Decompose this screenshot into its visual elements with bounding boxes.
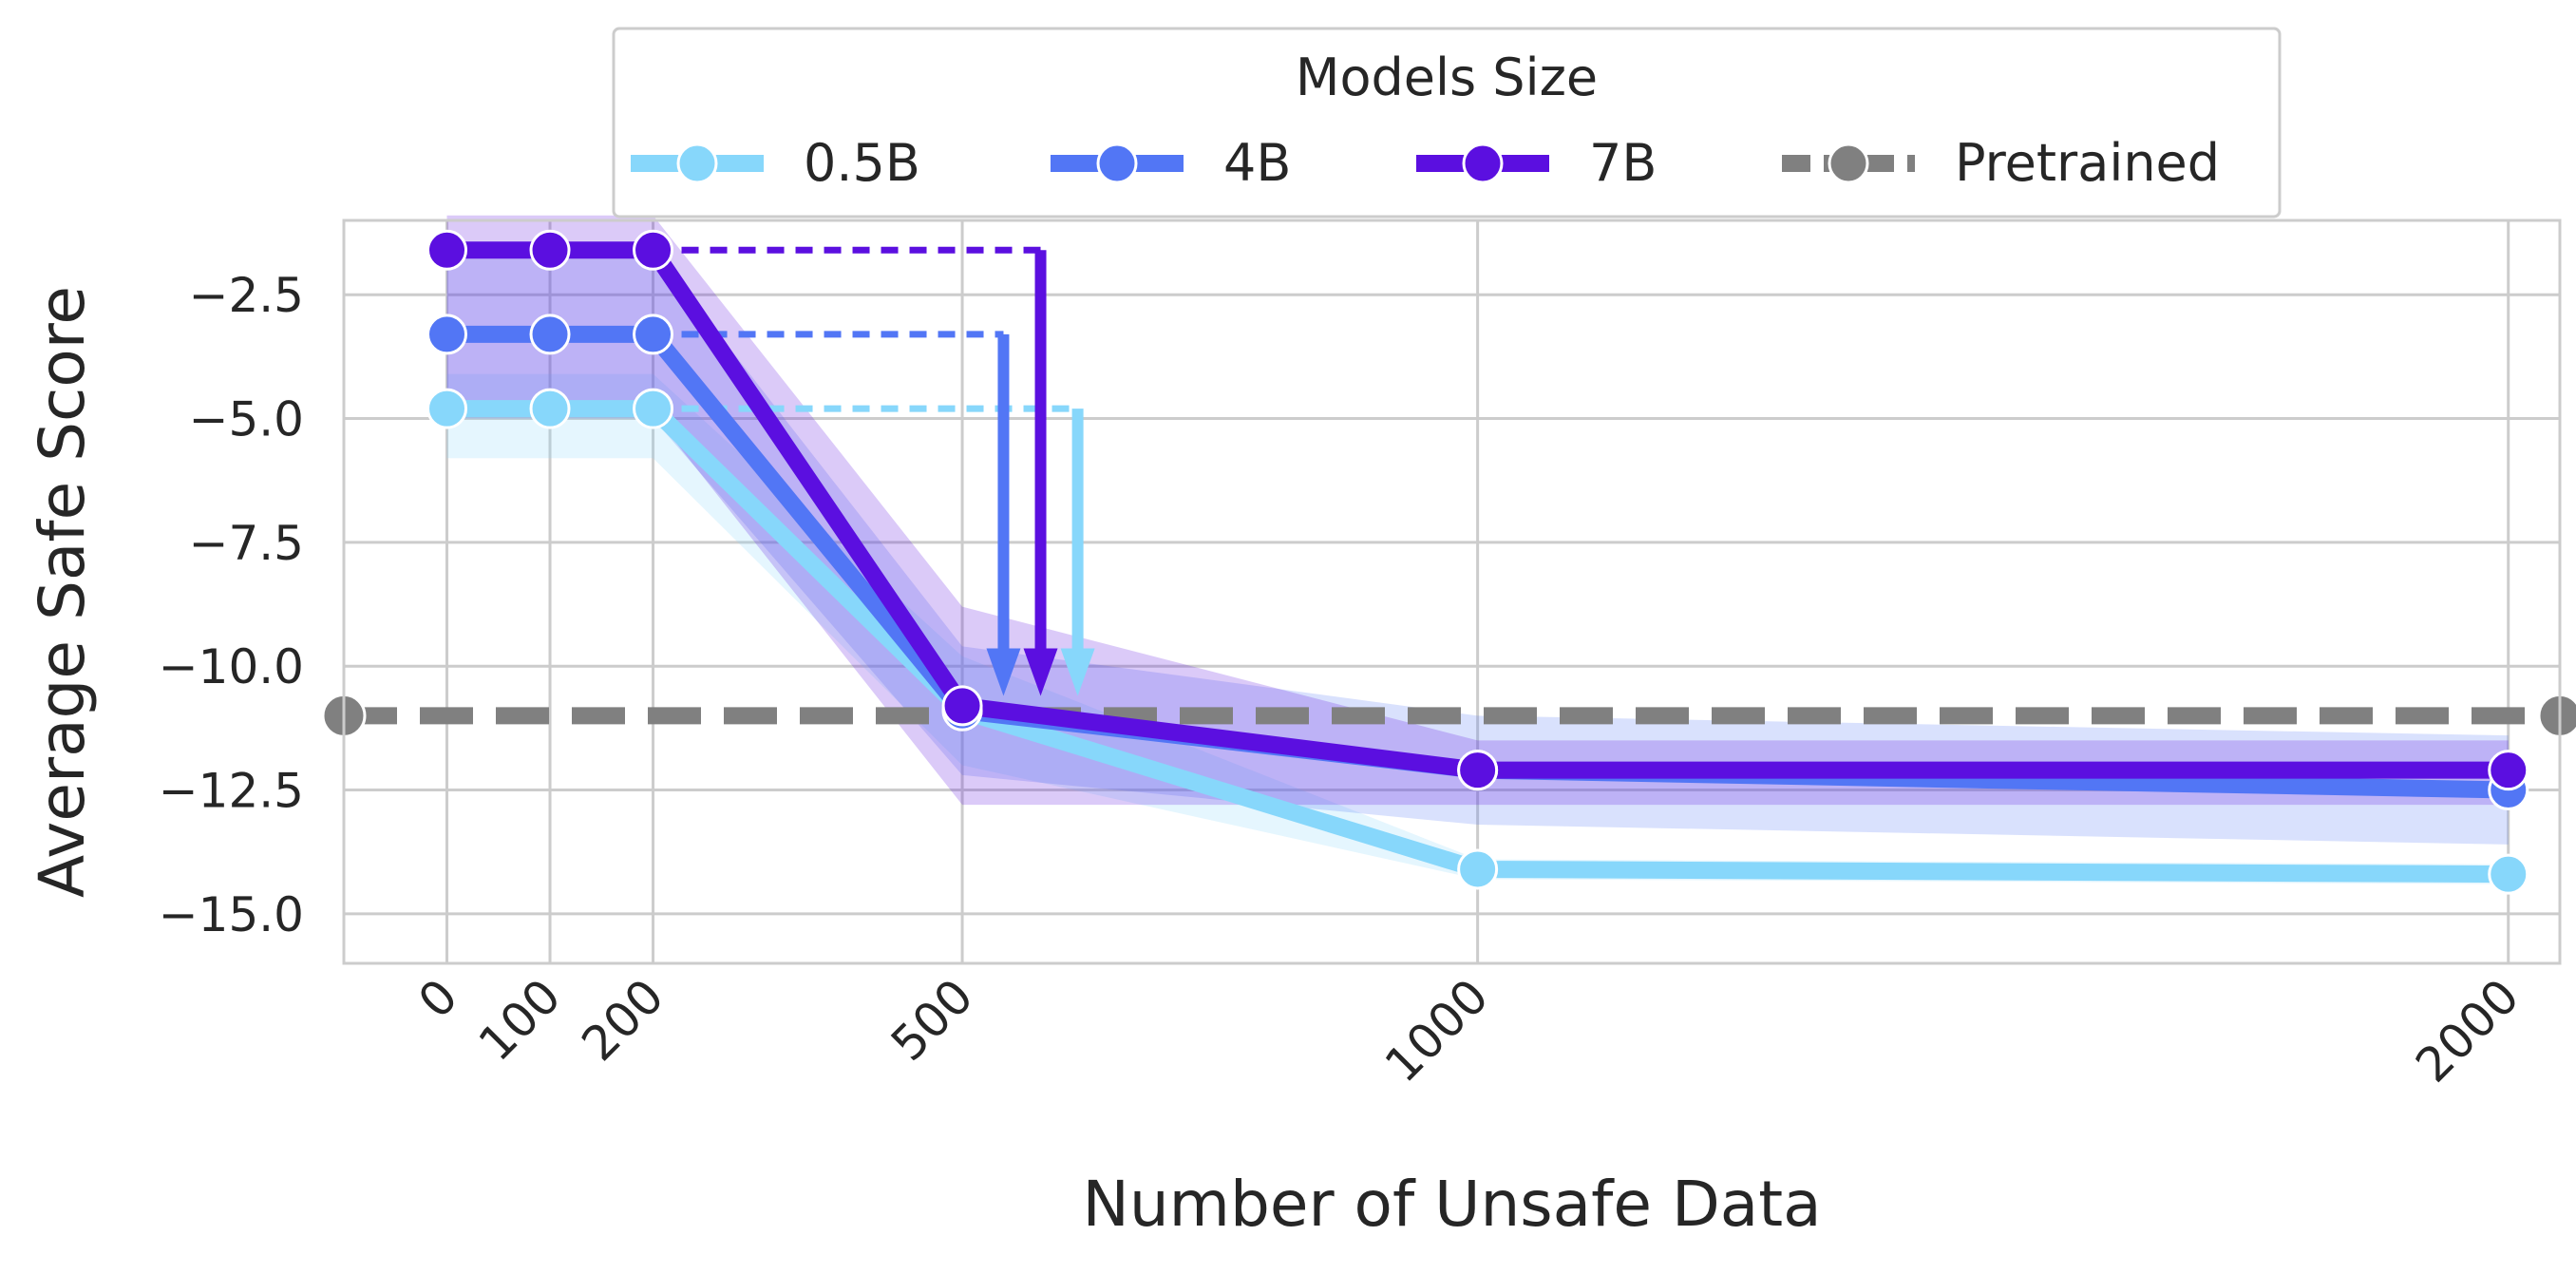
band-7b [446,215,2509,806]
legend: Models Size 0.5B 4B 7B Pretrained [612,27,2282,219]
drop-arrow-head-7b [1023,648,1058,696]
point-0-5b [529,388,571,429]
x-tick-labels: 0 100 200 500 1000 2000 [407,968,2529,1093]
legend-label-0-5b: 0.5B [804,133,920,193]
band-0-5b [446,373,2509,884]
x-tick-label: 1000 [1374,968,1499,1093]
point-7b [2488,750,2529,791]
x-axis-label: Number of Unsafe Data [1082,1168,1821,1241]
legend-title: Models Size [1296,48,1598,107]
y-tick-label: −12.5 [159,764,304,819]
x-tick-label: 100 [468,968,571,1071]
y-axis-label: Average Safe Score [26,286,99,898]
x-tick-label: 0 [407,968,468,1029]
point-7b [529,229,571,271]
grid [344,220,2560,963]
x-tick-label: 2000 [2405,968,2529,1093]
legend-marker-pretrained [1828,143,1869,184]
point-4b [426,314,468,355]
point-7b [633,229,674,271]
legend-label-4b: 4B [1223,133,1291,193]
y-tick-labels: −2.5 −5.0 −7.5 −10.0 −12.5 −15.0 [159,268,304,942]
point-7b [941,685,983,727]
series-markers [426,229,2529,895]
y-tick-label: −5.0 [189,392,304,447]
y-tick-label: −15.0 [159,887,304,942]
x-tick-label: 200 [572,968,674,1071]
point-7b [426,229,468,271]
y-tick-label: −7.5 [189,516,304,571]
legend-marker-7b [1462,143,1504,184]
drop-arrow-head-4b [986,648,1021,696]
drop-arrows [653,246,1095,696]
drop-arrow-head-0-5b [1060,648,1095,696]
point-0-5b [1457,848,1499,890]
point-0-5b [633,388,674,429]
x-tick-label: 500 [881,968,983,1071]
y-tick-label: −10.0 [159,639,304,694]
point-0-5b [2488,853,2529,895]
plot-frame [342,219,2562,965]
pretrained-marker [2537,693,2576,738]
point-7b [1457,750,1499,791]
legend-items: 0.5B 4B 7B Pretrained [631,133,2220,193]
legend-marker-4b [1096,143,1138,184]
legend-label-pretrained: Pretrained [1955,133,2220,193]
point-4b [529,314,571,355]
point-0-5b [426,388,468,429]
legend-label-7b: 7B [1589,133,1657,193]
legend-marker-0-5b [676,143,718,184]
y-tick-label: −2.5 [189,268,304,323]
point-4b [633,314,674,355]
